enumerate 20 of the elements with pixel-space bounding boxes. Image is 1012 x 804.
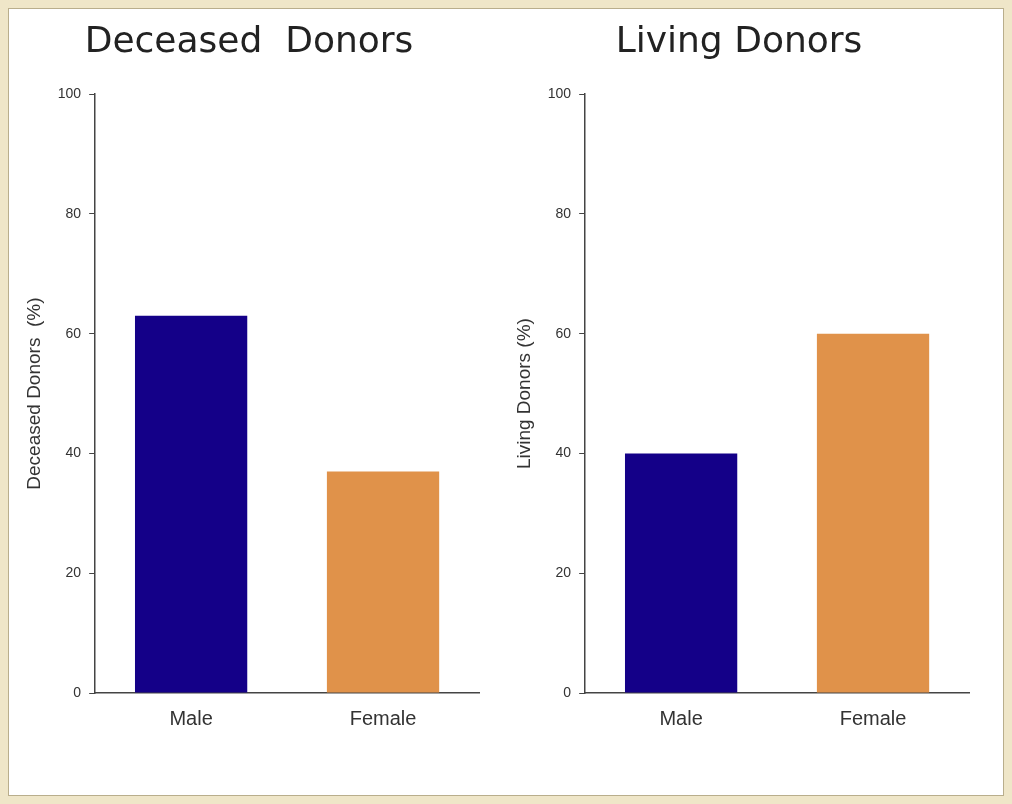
y-tick-label: 40 [555, 444, 572, 461]
y-tick-label: 100 [547, 85, 572, 102]
chart-title: Living Donors [615, 18, 863, 60]
y-tick-label: 0 [73, 683, 82, 700]
y-axis-title: Living Donors (%) [512, 318, 534, 470]
chart-title: Deceased Donors [84, 18, 414, 60]
x-tick-label: Male [659, 706, 703, 729]
x-tick-label: Female [349, 706, 417, 729]
y-tick-label: 40 [65, 444, 82, 461]
y-tick-label: 60 [555, 324, 572, 341]
y-tick-label: 60 [65, 324, 82, 341]
y-tick-label: 20 [555, 564, 572, 581]
y-tick-label: 80 [555, 204, 572, 221]
y-tick-label: 0 [563, 683, 572, 700]
y-tick-label: 20 [65, 564, 82, 581]
y-tick-label: 100 [57, 85, 82, 102]
x-tick-label: Male [169, 706, 213, 729]
y-tick-label: 80 [65, 204, 82, 221]
y-axis-title: Deceased Donors (%) [22, 297, 44, 490]
x-tick-label: Female [839, 706, 907, 729]
